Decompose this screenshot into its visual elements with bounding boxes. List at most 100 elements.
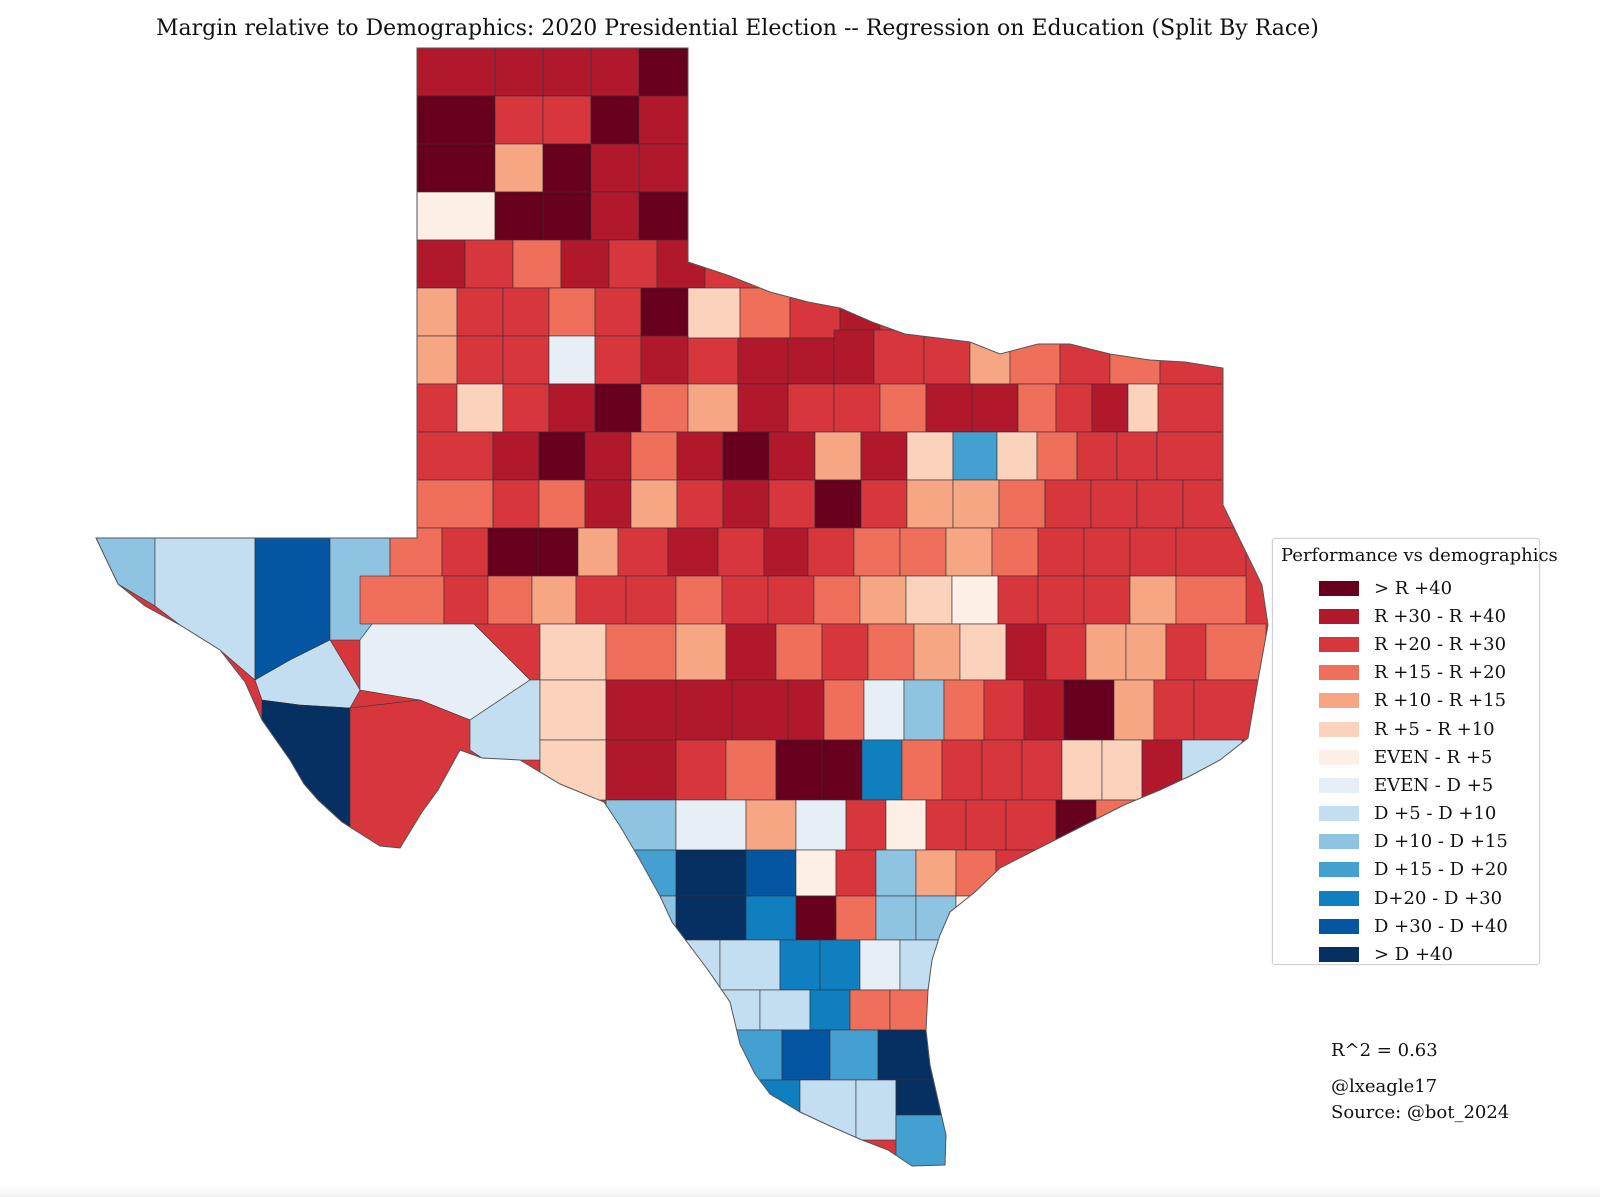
county bbox=[861, 739, 903, 801]
county bbox=[1113, 679, 1155, 741]
county bbox=[617, 527, 669, 577]
county bbox=[795, 895, 837, 941]
county bbox=[605, 679, 677, 741]
legend-swatch bbox=[1319, 749, 1359, 765]
county bbox=[1125, 623, 1167, 681]
county bbox=[845, 799, 887, 851]
county bbox=[1005, 623, 1047, 681]
legend-swatch bbox=[1319, 890, 1359, 906]
legend-item: R +20 - R +30 bbox=[1281, 630, 1531, 658]
county bbox=[722, 431, 770, 481]
county bbox=[779, 939, 821, 991]
legend-label: R +15 - R +20 bbox=[1374, 662, 1507, 684]
county bbox=[96, 537, 156, 607]
county bbox=[416, 191, 496, 241]
r-squared-label: R^2 = 0.63 bbox=[1331, 1040, 1438, 1061]
county bbox=[906, 431, 954, 481]
county bbox=[1055, 383, 1093, 433]
county bbox=[759, 989, 811, 1031]
legend-label: EVEN - R +5 bbox=[1374, 746, 1493, 768]
county bbox=[863, 679, 905, 741]
county bbox=[1090, 479, 1138, 529]
county bbox=[1157, 383, 1224, 433]
county bbox=[725, 623, 777, 681]
county bbox=[821, 739, 863, 801]
county bbox=[1061, 739, 1103, 801]
county bbox=[531, 575, 577, 625]
county bbox=[675, 679, 733, 741]
county bbox=[795, 799, 847, 851]
county bbox=[745, 849, 797, 897]
legend-item: R +5 - R +10 bbox=[1281, 715, 1531, 743]
county bbox=[441, 527, 489, 577]
county bbox=[925, 799, 967, 851]
county bbox=[1165, 623, 1207, 681]
legend-swatch bbox=[1319, 636, 1359, 652]
county bbox=[584, 479, 632, 529]
county bbox=[469, 679, 541, 761]
county bbox=[905, 575, 953, 625]
county bbox=[1045, 623, 1087, 681]
county bbox=[1153, 679, 1195, 741]
legend-swatch bbox=[1319, 608, 1359, 624]
county bbox=[625, 575, 677, 625]
county bbox=[605, 739, 677, 801]
county bbox=[899, 527, 947, 577]
county bbox=[998, 479, 1046, 529]
county bbox=[739, 287, 791, 339]
county bbox=[906, 479, 954, 529]
bottom-shade bbox=[0, 1185, 1600, 1197]
county bbox=[795, 849, 837, 897]
county bbox=[737, 383, 789, 433]
county bbox=[1059, 335, 1111, 385]
county bbox=[814, 431, 862, 481]
county bbox=[590, 48, 640, 97]
county bbox=[605, 623, 677, 681]
county bbox=[443, 575, 489, 625]
county bbox=[722, 479, 770, 529]
county bbox=[594, 383, 642, 433]
county bbox=[537, 527, 579, 577]
source-label: Source: @bot_2024 bbox=[1331, 1102, 1510, 1123]
county bbox=[1083, 575, 1131, 625]
county bbox=[717, 527, 765, 577]
county bbox=[721, 575, 769, 625]
county bbox=[809, 989, 851, 1031]
county bbox=[1036, 431, 1078, 481]
legend-label: D +5 - D +10 bbox=[1374, 803, 1497, 825]
county bbox=[1127, 383, 1159, 433]
county bbox=[487, 527, 539, 577]
county bbox=[859, 939, 901, 991]
county bbox=[1021, 739, 1063, 801]
county bbox=[853, 527, 901, 577]
county bbox=[737, 337, 789, 385]
county bbox=[659, 939, 721, 991]
county bbox=[389, 527, 443, 577]
county bbox=[594, 287, 642, 337]
county bbox=[745, 799, 797, 851]
county bbox=[575, 575, 627, 625]
legend-label: R +30 - R +40 bbox=[1374, 605, 1507, 627]
county bbox=[584, 431, 632, 481]
county bbox=[548, 287, 596, 337]
county bbox=[640, 287, 689, 337]
county bbox=[640, 335, 689, 385]
legend-label: D +15 - D +20 bbox=[1374, 859, 1508, 881]
county bbox=[768, 431, 816, 481]
county bbox=[952, 479, 1000, 529]
county bbox=[502, 287, 550, 337]
county bbox=[997, 575, 1039, 625]
county bbox=[1091, 383, 1129, 433]
county bbox=[667, 527, 719, 577]
county bbox=[789, 287, 841, 339]
county bbox=[860, 431, 908, 481]
county bbox=[1116, 431, 1158, 481]
county bbox=[656, 239, 706, 289]
county bbox=[787, 383, 835, 433]
county bbox=[1009, 339, 1061, 385]
county bbox=[675, 739, 727, 801]
county bbox=[416, 383, 458, 433]
county bbox=[775, 623, 823, 681]
county bbox=[955, 849, 997, 897]
county bbox=[638, 191, 689, 241]
